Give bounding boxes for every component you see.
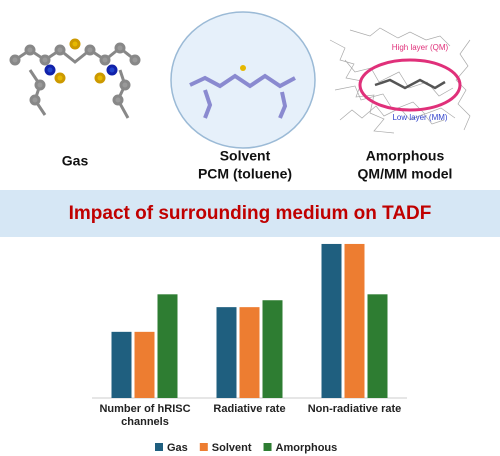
x-tick-label: Radiative rate bbox=[213, 403, 286, 415]
legend-label: Solvent bbox=[212, 442, 252, 454]
banner-title: Impact of surrounding medium on TADF bbox=[69, 203, 432, 224]
x-tick-label: Number of hRISC channels bbox=[99, 403, 191, 428]
amorphous-label: QM/MM model bbox=[358, 166, 453, 182]
solvent-label: PCM (toluene) bbox=[198, 166, 292, 182]
bar bbox=[239, 307, 260, 398]
bar bbox=[216, 307, 237, 398]
solvent-label: Solvent bbox=[220, 148, 271, 164]
x-tick-label: Non-radiative rate bbox=[307, 403, 402, 415]
legend-label: Gas bbox=[167, 442, 188, 454]
solvent-molecule bbox=[170, 11, 316, 149]
banner bbox=[0, 190, 500, 237]
legend-swatch bbox=[263, 443, 272, 451]
legend-swatch bbox=[155, 443, 163, 451]
low-layer-label: Low layer (MM) bbox=[392, 113, 447, 122]
bar bbox=[134, 331, 155, 398]
bar bbox=[321, 243, 342, 398]
legend-label: Amorphous bbox=[276, 442, 338, 454]
gas-molecule bbox=[9, 38, 141, 119]
bar bbox=[344, 243, 365, 398]
legend-swatch bbox=[199, 443, 208, 451]
amorphous-label: Amorphous bbox=[366, 148, 445, 164]
bar bbox=[262, 300, 283, 398]
gas-label: Gas bbox=[62, 153, 89, 169]
bar bbox=[157, 294, 178, 398]
high-layer-label: High layer (QM) bbox=[392, 43, 449, 52]
bar bbox=[111, 331, 132, 398]
amorphous-cloud bbox=[329, 27, 471, 134]
bar bbox=[367, 294, 388, 398]
